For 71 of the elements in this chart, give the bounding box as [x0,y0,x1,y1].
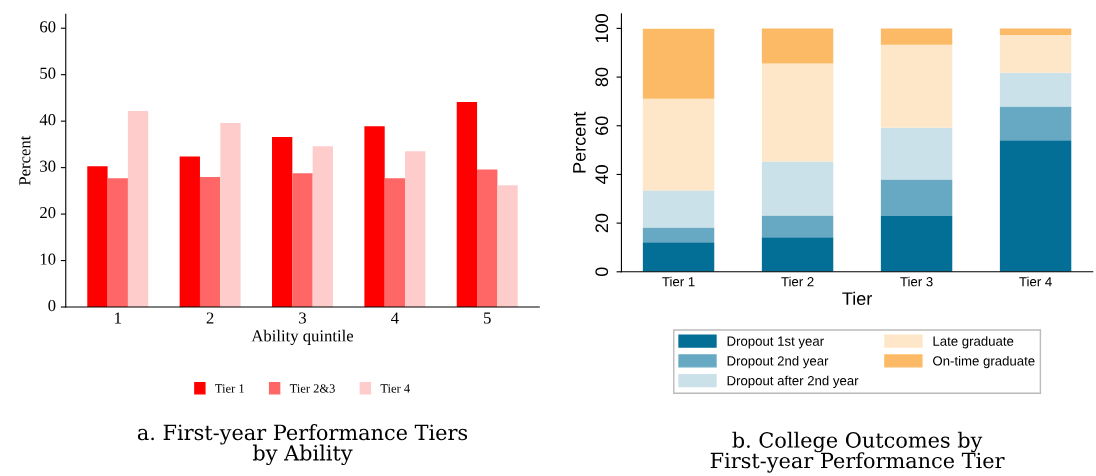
bar [761,161,834,216]
bar [642,242,715,272]
legend-label: On-time graduate [933,355,1035,369]
bar [761,63,834,162]
bar [477,169,498,308]
y-tick-label: 20 [40,207,56,219]
bar [880,179,953,217]
y-tick-label: 40 [595,165,609,185]
y-tick-label: 100 [595,14,609,43]
y-tick-label: 60 [40,21,56,33]
y-tick-label: 20 [595,213,609,233]
bar [761,28,834,64]
bar [127,110,149,308]
bar [497,185,518,308]
y-tick-label: 10 [40,253,56,265]
bar [292,173,313,308]
y-tick-label: 60 [595,116,609,135]
bar [642,190,715,228]
bar [880,28,953,45]
y-axis-title: Percent [573,111,586,173]
bar [384,178,406,308]
bar [272,136,293,308]
bar [199,176,221,308]
bar [456,102,478,308]
bar [880,216,953,272]
bar [179,156,200,308]
bar [999,72,1072,107]
x-tick-label: 1 [115,312,121,324]
bar [999,34,1072,73]
bar [999,106,1072,141]
legend-label: Dropout after 2nd year [727,375,859,388]
y-tick-label: 30 [40,160,56,172]
x-tick-label: Tier 1 [662,276,695,287]
y-tick-label: 0 [48,299,56,312]
bar [642,28,715,99]
x-axis-title: Ability quintile [251,329,354,345]
legend-label: Dropout 1st year [727,336,824,349]
x-tick-label: 2 [206,312,214,324]
y-tick-label: 0 [595,267,609,277]
bar [761,215,834,238]
legend-label: Late graduate [933,336,1014,349]
legend-label: Dropout 2nd year [727,355,829,369]
bar [880,44,953,128]
bar [999,140,1072,272]
bar [642,98,715,191]
bar [220,123,241,308]
bar [761,237,834,272]
x-axis-title: Tier [842,291,872,305]
bar [312,146,333,308]
legend-label: Tier 1 [215,384,244,393]
text: b. College Outcomes by First-year Performance Tier [710,431,1005,473]
text: a. First-year Performance Tiers by Ability [137,424,468,466]
legend-label: Tier 4 [380,384,410,393]
y-axis-title: Percent [19,135,31,186]
y-tick-label: 40 [39,114,56,126]
y-tick-label: 50 [40,67,56,79]
bar [880,127,953,180]
x-tick-label: 5 [484,312,491,324]
bar [87,166,108,308]
x-tick-label: Tier 4 [1019,276,1052,287]
x-tick-label: 3 [299,312,307,324]
bar [364,126,385,308]
y-tick-label: 80 [595,67,609,87]
bar [999,28,1072,35]
legend-label: Tier 2&3 [289,384,335,393]
bar [642,227,715,243]
x-tick-label: Tier 2 [781,276,814,287]
x-tick-label: 4 [391,312,399,324]
bar [405,151,426,308]
bar [107,178,128,308]
x-tick-label: Tier 3 [900,276,933,287]
